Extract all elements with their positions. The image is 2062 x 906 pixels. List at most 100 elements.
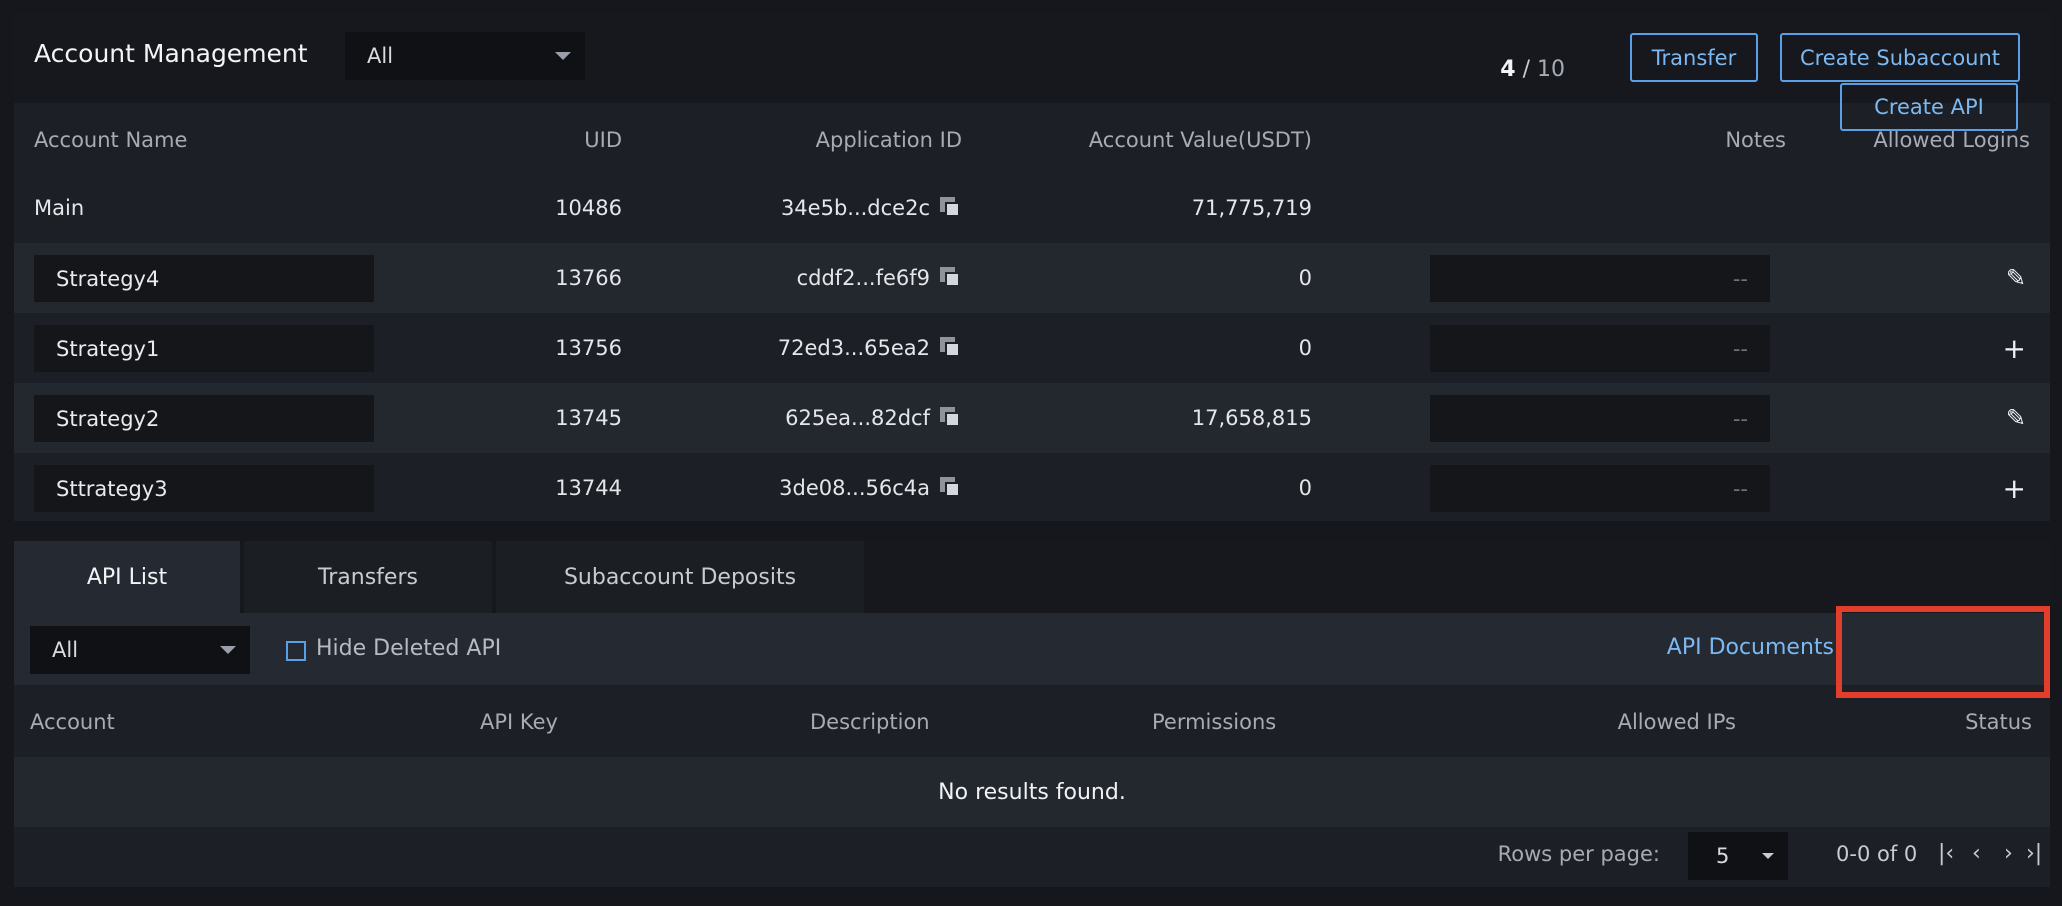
rows-per-page-select[interactable]: 5 (1688, 832, 1788, 880)
empty-state-row: No results found. (14, 757, 2050, 827)
tab-transfers[interactable]: Transfers (244, 541, 492, 613)
copy-icon[interactable] (940, 267, 962, 289)
notes-value: -- (1732, 406, 1748, 431)
column-permissions: Permissions (1152, 710, 1277, 734)
subaccount-name-input[interactable]: Strategy1 (34, 325, 374, 372)
column-account-value: Account Value(USDT) (1088, 128, 1312, 152)
column-uid: UID (584, 128, 622, 152)
subaccount-count-max: 10 (1537, 57, 1565, 82)
notes-value: -- (1732, 336, 1748, 361)
account-uid: 13766 (555, 266, 622, 290)
application-id: 72ed3...65ea2 (777, 336, 930, 360)
notes-value: -- (1732, 476, 1748, 501)
plus-icon[interactable]: + (2002, 331, 2026, 365)
copy-icon[interactable] (940, 337, 962, 359)
subaccount-name-input[interactable]: Sttrategy3 (34, 465, 374, 512)
application-id: 34e5b...dce2c (780, 196, 930, 220)
column-application-id: Application ID (815, 128, 962, 152)
account-uid: 13745 (555, 406, 622, 430)
table-row: Strategy1 13756 72ed3...65ea2 0 -- + (14, 313, 2050, 383)
hide-deleted-label: Hide Deleted API (316, 636, 502, 661)
account-uid: 10486 (555, 196, 622, 220)
column-account-name: Account Name (34, 128, 188, 152)
copy-icon[interactable] (940, 477, 962, 499)
copy-icon[interactable] (940, 407, 962, 429)
subaccount-count-current: 4 (1500, 57, 1516, 82)
pencil-icon[interactable]: ✎ (2005, 264, 2026, 292)
api-toolbar: All Hide Deleted API API Documents Creat… (14, 83, 2050, 685)
tab-api-list[interactable]: API List (14, 541, 240, 613)
create-subaccount-button[interactable]: Create Subaccount (1780, 33, 2020, 82)
api-documents-link[interactable]: API Documents (1666, 635, 1834, 660)
column-notes: Notes (1725, 128, 1786, 152)
api-table-header: Account API Key Description Permissions … (14, 685, 2050, 757)
notes-input[interactable]: -- (1430, 395, 1770, 442)
api-panel: API List Transfers Subaccount Deposits A… (14, 83, 2050, 887)
account-value: 0 (1298, 476, 1312, 500)
empty-state-message: No results found. (938, 779, 1126, 805)
table-row: Strategy2 13745 625ea...82dcf 17,658,815… (14, 383, 2050, 453)
application-id-cell: cddf2...fe6f9 (797, 243, 962, 313)
last-page-icon[interactable]: ›| (2026, 841, 2043, 866)
subaccount-name: Strategy2 (56, 406, 160, 431)
rows-per-page-label: Rows per page: (1497, 842, 1660, 866)
create-api-button[interactable]: Create API (1840, 83, 2018, 131)
plus-icon[interactable]: + (2002, 471, 2026, 505)
account-management-panel: Account Management All 4 / 10 Transfer C… (14, 13, 2050, 521)
notes-value: -- (1732, 266, 1748, 291)
table-row-main: Main 10486 34e5b...dce2c 71,775,719 (14, 173, 2050, 243)
column-api-key: API Key (480, 710, 558, 734)
account-name: Main (34, 196, 85, 220)
account-uid: 13744 (555, 476, 622, 500)
chevron-down-icon (555, 52, 571, 60)
rows-per-page-value: 5 (1716, 844, 1730, 868)
next-page-icon[interactable]: › (2004, 841, 2013, 866)
subaccount-name: Strategy1 (56, 336, 160, 361)
pagination-footer: Rows per page: 5 0-0 of 0 |‹ ‹ › ›| (14, 827, 2050, 887)
hide-deleted-checkbox[interactable] (286, 641, 306, 661)
notes-input[interactable]: -- (1430, 325, 1770, 372)
application-id-cell: 34e5b...dce2c (781, 173, 962, 243)
application-id: 3de08...56c4a (779, 476, 930, 500)
account-filter-select[interactable]: All (345, 32, 585, 80)
account-value: 71,775,719 (1191, 196, 1312, 220)
subaccount-count: 4 / 10 (1500, 57, 1565, 82)
notes-input[interactable]: -- (1430, 255, 1770, 302)
column-account: Account (30, 710, 115, 734)
notes-input[interactable]: -- (1430, 465, 1770, 512)
application-id: cddf2...fe6f9 (796, 266, 930, 290)
account-filter-value: All (367, 44, 394, 68)
transfer-button[interactable]: Transfer (1630, 33, 1758, 82)
application-id-cell: 3de08...56c4a (779, 453, 962, 523)
account-table-header: Account Name UID Application ID Account … (14, 103, 2050, 173)
application-id-cell: 625ea...82dcf (785, 383, 962, 453)
first-page-icon[interactable]: |‹ (1938, 841, 1955, 866)
subaccount-name-input[interactable]: Strategy4 (34, 255, 374, 302)
account-value: 0 (1298, 266, 1312, 290)
pencil-icon[interactable]: ✎ (2005, 404, 2026, 432)
account-value: 17,658,815 (1191, 406, 1312, 430)
subaccount-count-separator: / (1515, 57, 1537, 82)
highlight-box (1836, 606, 2050, 698)
api-tabs: API List Transfers Subaccount Deposits (14, 541, 2050, 613)
copy-icon[interactable] (940, 197, 962, 219)
column-allowed-logins: Allowed Logins (1873, 128, 2030, 152)
api-account-filter-value: All (52, 638, 79, 662)
application-id-cell: 72ed3...65ea2 (778, 313, 962, 383)
account-uid: 13756 (555, 336, 622, 360)
table-row: Sttrategy3 13744 3de08...56c4a 0 -- + (14, 453, 2050, 521)
page-title: Account Management (34, 39, 308, 68)
column-status: Status (1965, 710, 2032, 734)
tab-subaccount-deposits[interactable]: Subaccount Deposits (496, 541, 864, 613)
previous-page-icon[interactable]: ‹ (1972, 841, 1981, 866)
api-account-filter-select[interactable]: All (30, 626, 250, 674)
subaccount-name: Strategy4 (56, 266, 160, 291)
chevron-down-icon (220, 646, 236, 654)
account-value: 0 (1298, 336, 1312, 360)
pagination-range: 0-0 of 0 (1836, 842, 1918, 866)
subaccount-name-input[interactable]: Strategy2 (34, 395, 374, 442)
application-id: 625ea...82dcf (785, 406, 930, 430)
subaccount-name: Sttrategy3 (56, 476, 168, 501)
account-management-header: Account Management All 4 / 10 Transfer C… (14, 13, 2050, 103)
column-description: Description (810, 710, 930, 734)
